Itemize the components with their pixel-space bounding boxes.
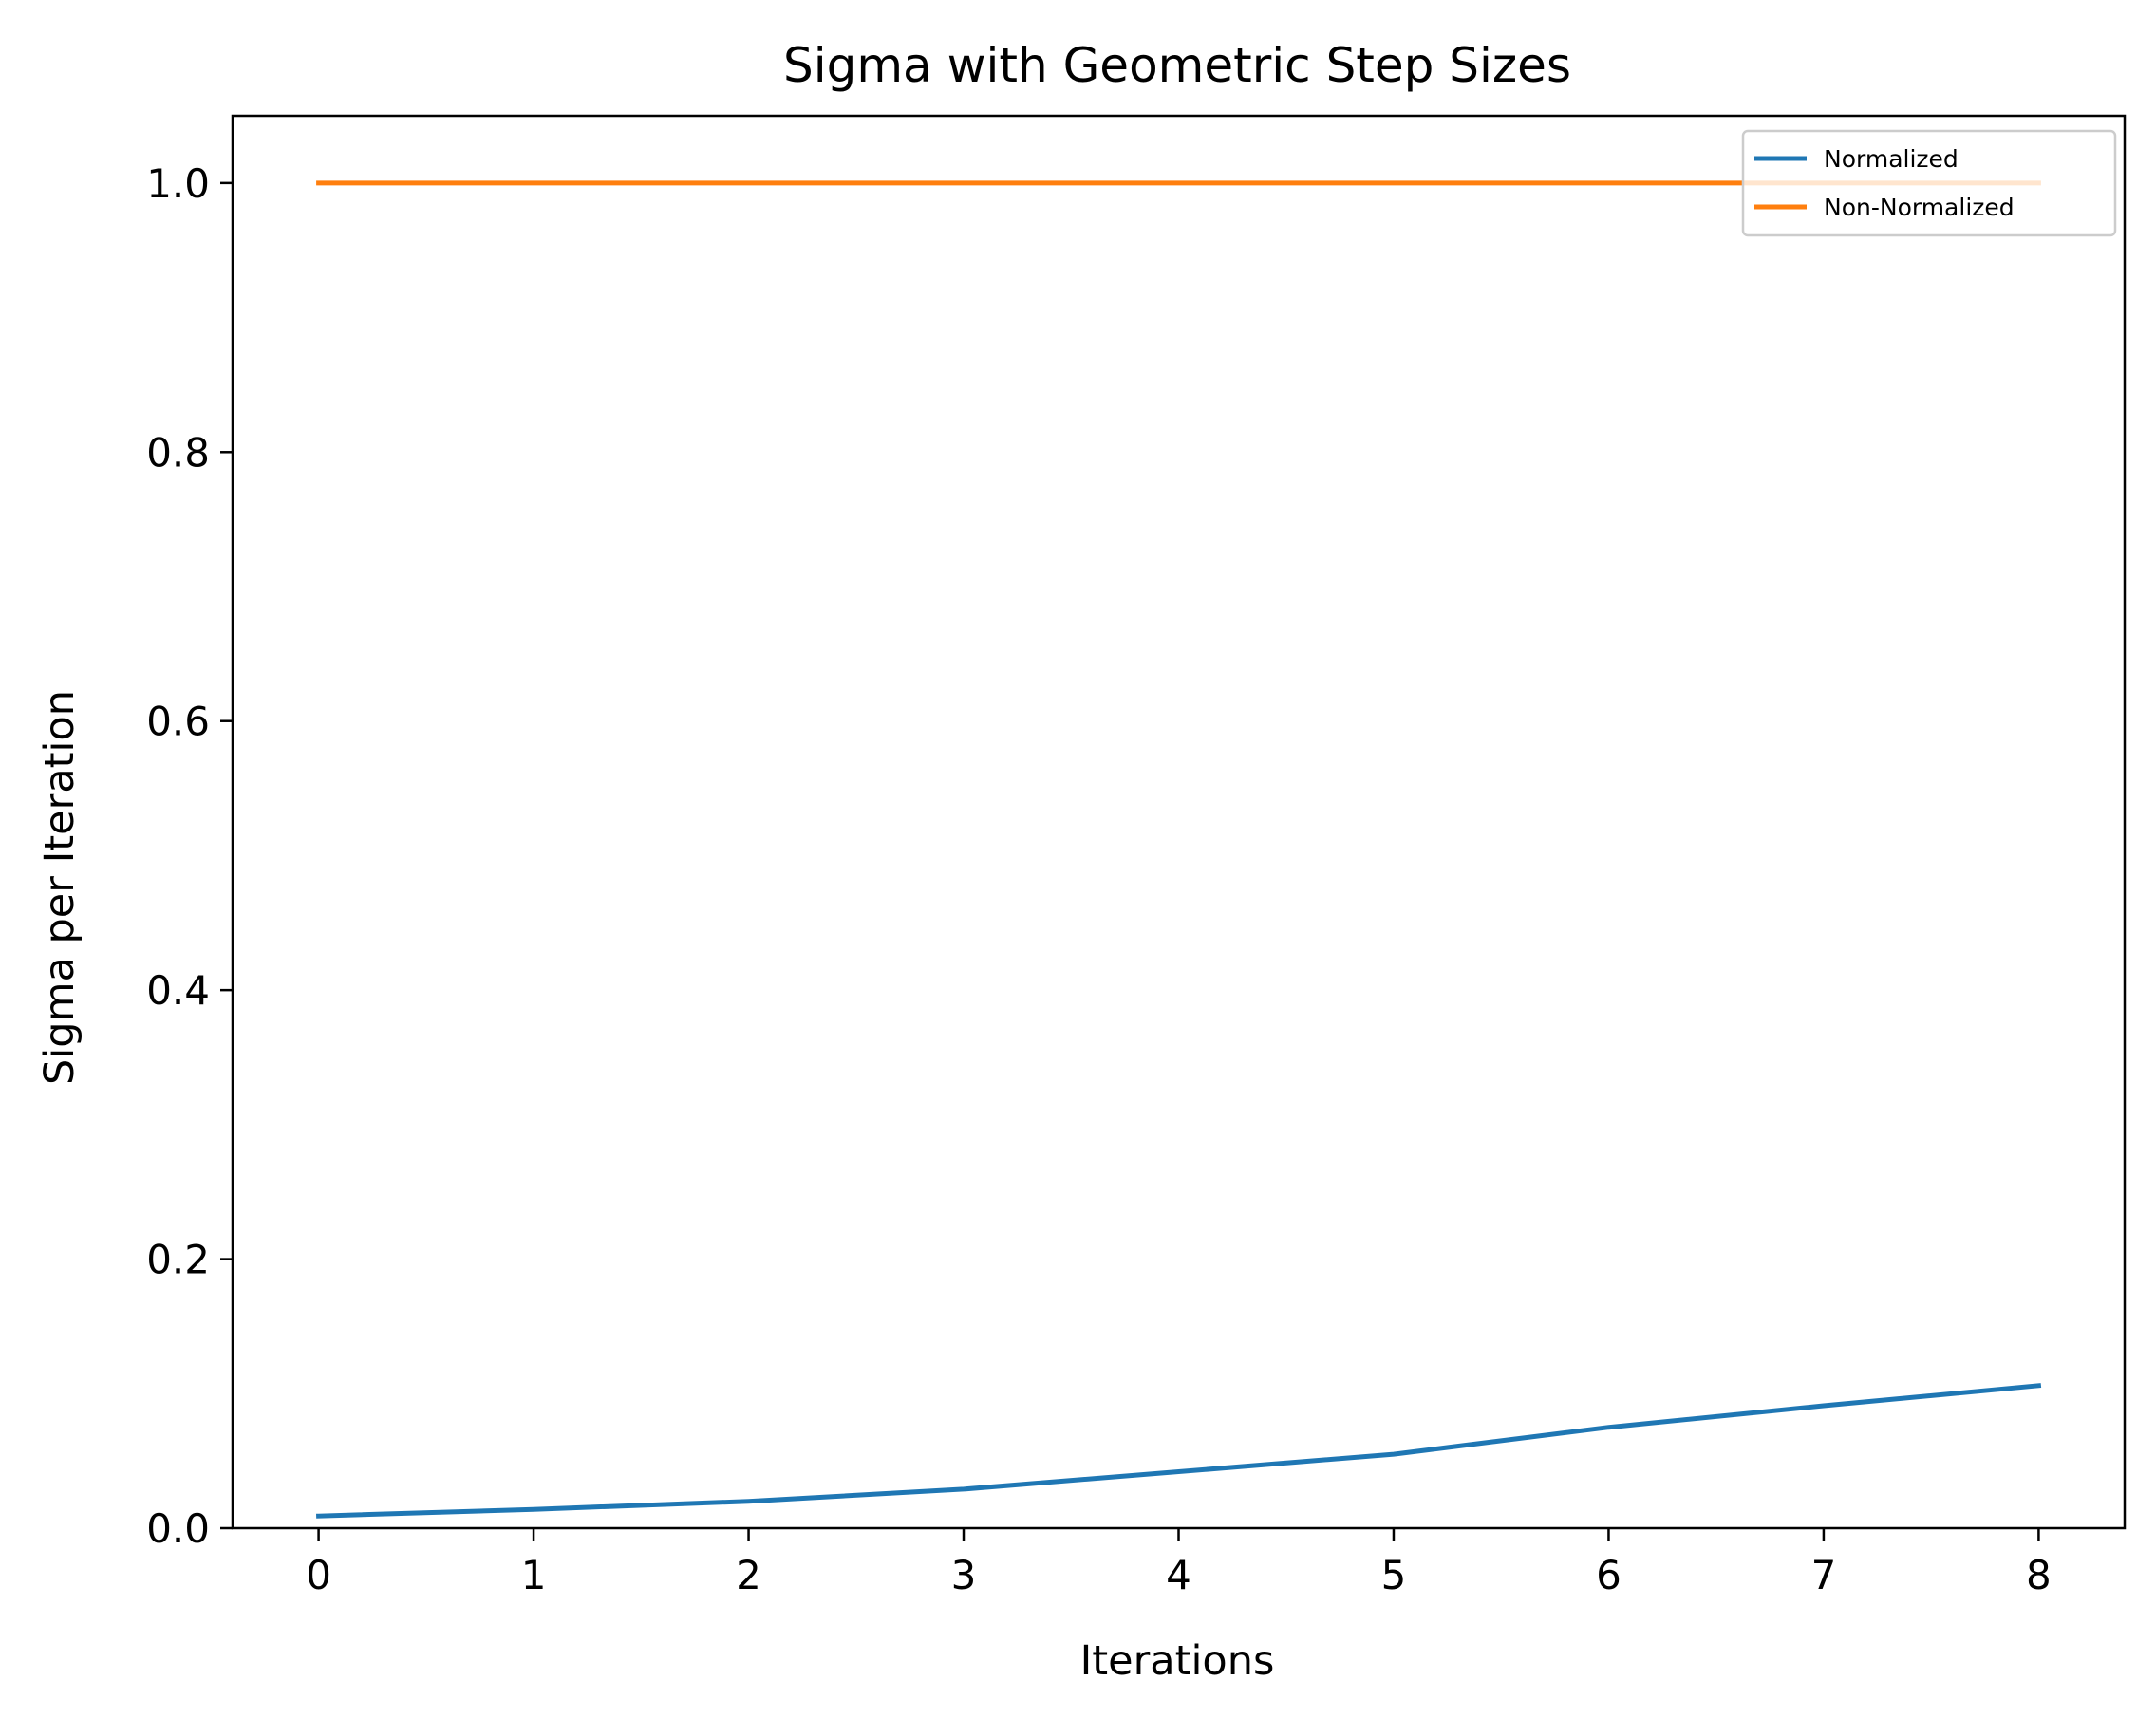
y-tick-label: 1.0 <box>146 160 210 207</box>
y-axis-label: Sigma per Iteration <box>36 690 84 1085</box>
y-tick-label: 0.4 <box>146 967 210 1014</box>
y-tick-label: 0.0 <box>146 1505 210 1552</box>
x-tick-label: 3 <box>951 1552 977 1598</box>
series-line-0 <box>316 1383 2042 1519</box>
x-tick-label: 5 <box>1381 1552 1407 1598</box>
legend-label-0: Normalized <box>1824 145 1959 173</box>
x-axis-label: Iterations <box>1080 1637 1275 1685</box>
x-tick-label: 8 <box>2026 1552 2052 1598</box>
legend-label-1: Non-Normalized <box>1824 194 2015 221</box>
x-tick-label: 1 <box>521 1552 547 1598</box>
chart-title: Sigma with Geometric Step Sizes <box>783 38 1571 93</box>
x-tick-label: 4 <box>1166 1552 1191 1598</box>
x-axis: 0 1 2 3 4 5 6 7 8 <box>306 1528 2052 1598</box>
x-tick-label: 7 <box>1811 1552 1837 1598</box>
y-tick-label: 0.6 <box>146 699 210 745</box>
x-tick-label: 2 <box>736 1552 761 1598</box>
y-tick-label: 0.2 <box>146 1237 210 1283</box>
y-tick-label: 0.8 <box>146 429 210 476</box>
x-tick-label: 0 <box>306 1552 331 1598</box>
x-tick-label: 6 <box>1596 1552 1622 1598</box>
legend: Normalized Non-Normalized <box>1741 129 2117 237</box>
legend-box <box>1741 129 2117 237</box>
y-axis: 0.0 0.2 0.4 0.6 0.8 1.0 <box>146 160 233 1552</box>
